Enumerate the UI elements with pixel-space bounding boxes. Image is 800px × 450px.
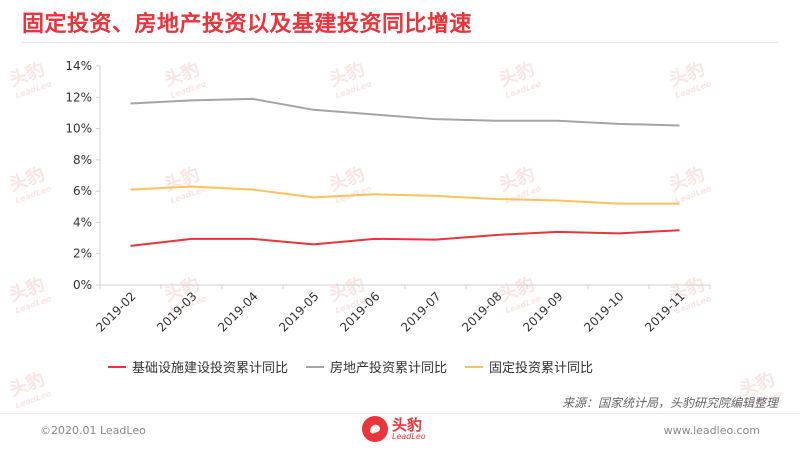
y-tick-label: 4% [73,215,92,229]
brand-logo: 头豹 LeadLeo [362,416,426,442]
website-link[interactable]: www.leadleo.com [663,424,760,437]
title-divider [22,42,778,43]
logo-text-cn: 头豹 [392,415,423,434]
copyright-text: ©2020.01 LeadLeo [40,424,146,437]
x-tick-label: 2019-02 [93,289,138,334]
x-tick-label: 2019-10 [581,289,626,334]
y-tick-label: 14% [65,59,92,73]
y-tick-label: 10% [65,122,92,136]
series-line-0 [130,229,680,247]
x-tick-label: 2019-11 [642,289,687,334]
source-note: 来源：国家统计局，头豹研究院编辑整理 [561,396,778,410]
y-tick-label: 6% [73,184,92,198]
chart-legend: 基础设施建设投资累计同比 房地产投资累计同比 固定投资累计同比 [108,357,593,376]
legend-label: 固定投资累计同比 [489,361,594,376]
leopard-icon [362,416,388,442]
legend-swatch [306,365,325,368]
footer-divider [0,413,800,414]
watermark: 头豹 LeadLeo [6,368,53,411]
page-title: 固定投资、房地产投资以及基建投资同比增速 [22,12,473,37]
x-tick-label: 2019-04 [215,289,260,334]
legend-item: 基础设施建设投资累计同比 [108,357,288,376]
legend-item: 固定投资累计同比 [465,357,593,376]
y-tick-label: 0% [73,278,92,292]
x-tick-label: 2019-08 [459,289,504,334]
x-tick-label: 2019-09 [520,289,565,334]
legend-label: 基础设施建设投资累计同比 [132,361,289,376]
logo-text-en: LeadLeo [392,431,426,441]
series-line-2 [130,185,680,205]
x-tick-label: 2019-05 [276,289,321,334]
x-tick-label: 2019-06 [337,289,382,334]
legend-item: 房地产投资累计同比 [306,357,447,376]
legend-swatch [108,365,126,368]
y-tick-label: 8% [73,153,92,167]
x-tick-label: 2019-07 [398,289,443,334]
y-tick-label: 12% [65,90,92,104]
legend-swatch [465,365,484,368]
series-line-1 [130,97,680,127]
legend-label: 房地产投资累计同比 [330,361,448,376]
y-tick-label: 2% [73,247,92,261]
x-tick-label: 2019-03 [154,289,199,334]
line-chart: 0% 2% 4% 6% 8% 10% 12% 14% 2019-02 2019-03 2019-04… [65,59,711,335]
